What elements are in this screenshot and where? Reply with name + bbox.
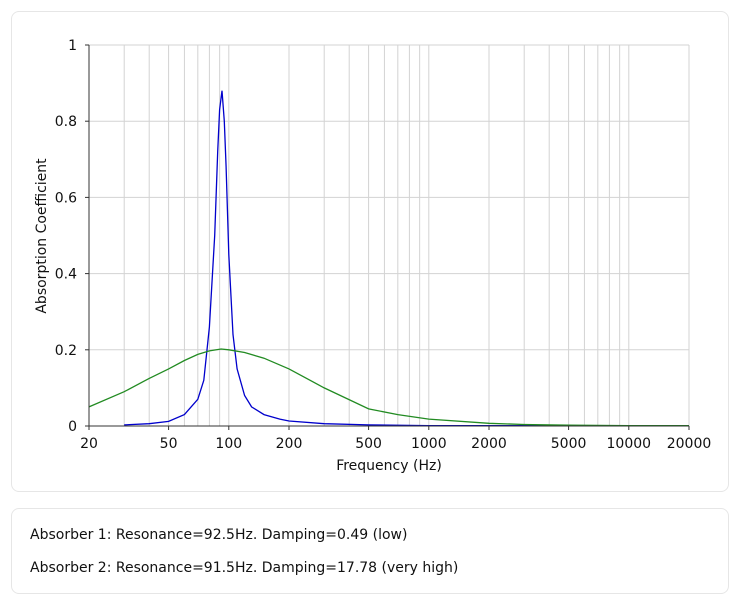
absorption-chart: 20 50 100 200 500 1000 2000 5000 10000 20000 0 0.2… — [34, 38, 711, 474]
y-tick-label: 0 — [68, 419, 77, 435]
chart-panel: 20 50 100 200 500 1000 2000 5000 10000 20000 0 0.2… — [11, 11, 729, 492]
y-tick-label: 0.6 — [55, 190, 77, 206]
series-line-2 — [88, 348, 689, 427]
x-tick-labels: 20 50 100 200 500 1000 2000 5000 10000 20000 — [80, 436, 711, 452]
absorber-2-info: Absorber 2: Resonance=91.5Hz. Damping=17… — [30, 560, 459, 576]
y-tick-label: 0.8 — [55, 114, 77, 130]
x-tick-label: 200 — [276, 436, 303, 452]
y-tick-label: 0.4 — [55, 267, 77, 283]
x-tick-label: 5000 — [551, 436, 587, 452]
x-tick-label: 500 — [355, 436, 382, 452]
axes — [85, 44, 690, 430]
series-line-1 — [124, 90, 550, 427]
x-tick-label: 2000 — [471, 436, 507, 452]
series-layer — [88, 90, 689, 427]
x-tick-label: 100 — [215, 436, 242, 452]
x-tick-label: 1000 — [411, 436, 447, 452]
grid — [88, 44, 690, 427]
info-panel: Absorber 1: Resonance=92.5Hz. Damping=0.… — [11, 508, 729, 594]
absorber-1-info: Absorber 1: Resonance=92.5Hz. Damping=0.… — [30, 527, 408, 543]
x-tick-label: 10000 — [607, 436, 652, 452]
y-tick-label: 1 — [68, 38, 77, 54]
y-axis-label: Absorption Coefficient — [34, 158, 50, 314]
y-tick-label: 0.2 — [55, 343, 77, 359]
x-axis-label: Frequency (Hz) — [336, 458, 442, 474]
x-tick-label: 20000 — [667, 436, 712, 452]
y-tick-labels: 0 0.2 0.4 0.6 0.8 1 — [55, 38, 77, 435]
x-tick-label: 50 — [160, 436, 178, 452]
x-tick-label: 20 — [80, 436, 98, 452]
